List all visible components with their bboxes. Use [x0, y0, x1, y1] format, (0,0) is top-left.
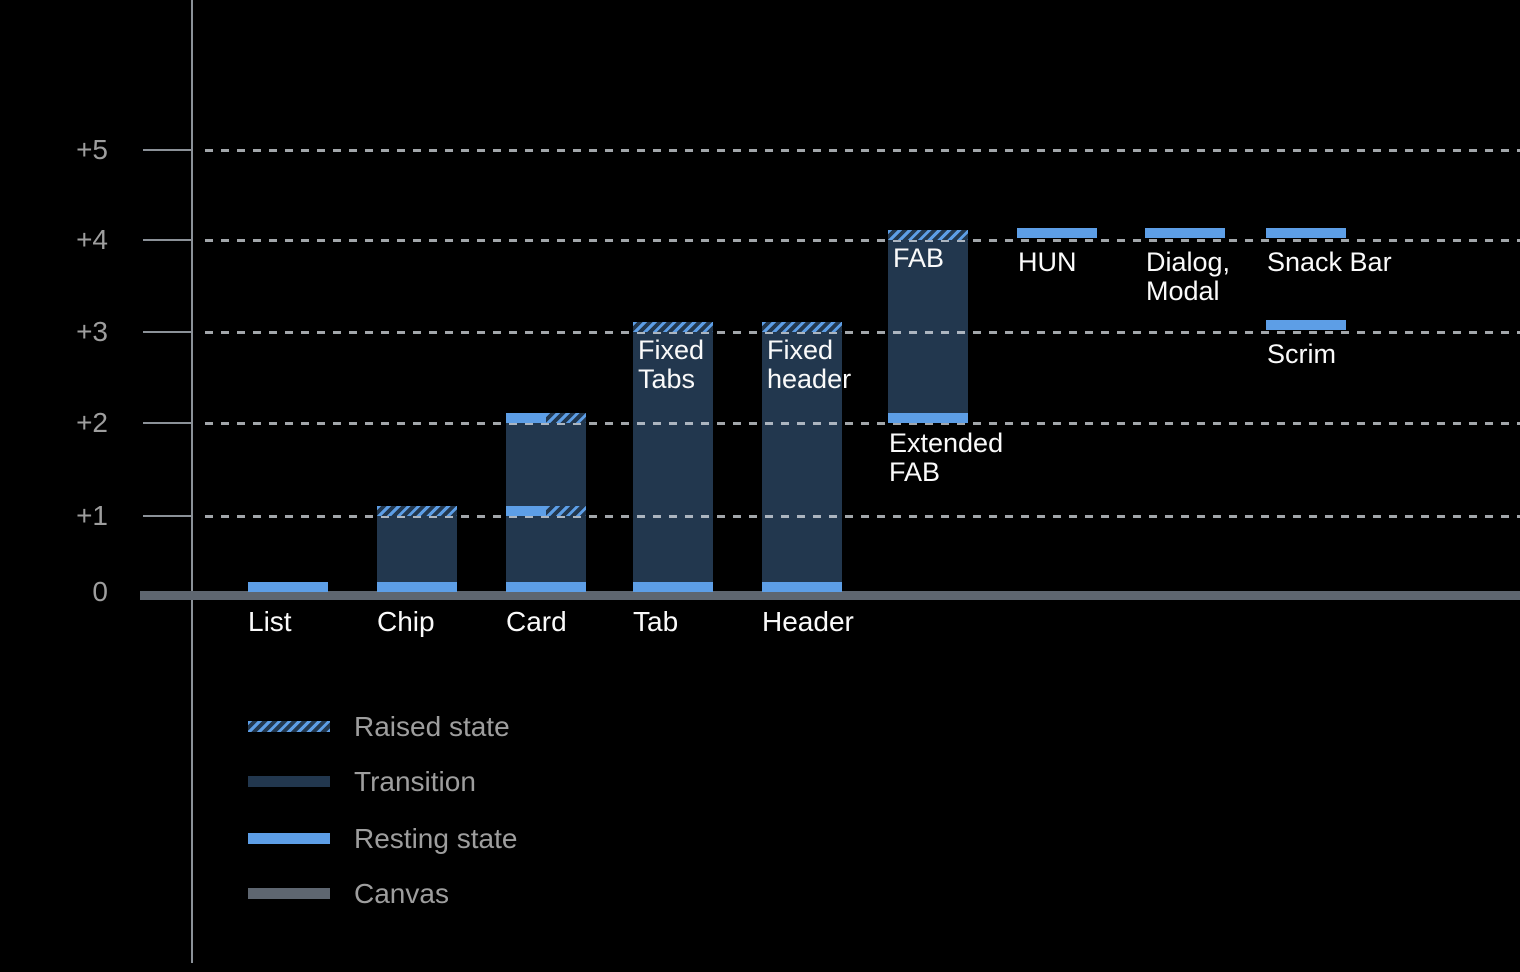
bar-segment-raised — [762, 322, 842, 332]
bar-below-label-line: FAB — [889, 457, 941, 487]
y-tick-+1 — [143, 515, 191, 517]
bar-segment-raised — [633, 322, 713, 332]
y-tick-+3 — [143, 331, 191, 333]
bar-segment-resting — [1266, 228, 1346, 238]
bar-below-label-dialog-modal: Dialog, Modal — [1146, 248, 1230, 306]
bar-below-label-line: Dialog, — [1146, 247, 1231, 277]
bar-inner-label-line: Fixed — [767, 335, 834, 365]
legend-swatch-canvas-icon — [248, 888, 330, 899]
canvas-baseline — [140, 591, 1520, 600]
bar-segment-transition — [377, 516, 457, 592]
axis-label-card: Card — [506, 606, 567, 637]
bar-segment-resting — [1017, 228, 1097, 238]
legend-label-resting: Resting state — [354, 823, 518, 854]
axis-label-tab: Tab — [633, 606, 679, 637]
legend-swatch-transition-icon — [248, 776, 330, 787]
bar-below-label-snack-bar: Snack Bar — [1267, 248, 1392, 277]
bar-segment-resting — [506, 413, 546, 423]
bar-segment-resting — [762, 582, 842, 592]
bar-segment-resting — [888, 413, 968, 423]
legend-swatch-resting-icon — [248, 833, 330, 844]
gridline-+3 — [205, 331, 1520, 334]
bar-segment-resting — [506, 506, 546, 516]
bar-segment-resting — [248, 582, 328, 592]
bar-below-label-hun: HUN — [1018, 248, 1077, 277]
bar-below-label-line: Snack Bar — [1267, 247, 1392, 277]
bar-segment-resting — [1145, 228, 1225, 238]
bar-below-label-line: HUN — [1018, 247, 1077, 277]
y-tick-label-+2: +2 — [76, 407, 108, 438]
bar-inner-label-line: Fixed — [638, 335, 705, 365]
bar-inner-label-line: Tabs — [638, 364, 696, 394]
bar-below-label-line: Modal — [1146, 276, 1220, 306]
gridline-+1 — [205, 515, 1520, 518]
bar-below-label-scrim: Scrim — [1267, 340, 1336, 369]
bar-inner-label-line: FAB — [893, 243, 945, 273]
bar-segment-resting — [633, 582, 713, 592]
bar-inner-label-tab: Fixed Tabs — [638, 336, 704, 394]
bar-inner-label-line: header — [767, 364, 852, 394]
y-tick-label-0: 0 — [92, 576, 108, 607]
legend-label-canvas: Canvas — [354, 878, 449, 909]
bar-below-label-line: Extended — [889, 428, 1004, 458]
gridline-+5 — [205, 149, 1520, 152]
bar-segment-resting — [1266, 320, 1346, 330]
y-tick-+5 — [143, 149, 191, 151]
bar-segment-transition — [633, 332, 713, 592]
axis-label-list: List — [248, 606, 292, 637]
gridline-+4 — [205, 239, 1520, 242]
bar-segment-raised — [377, 506, 457, 516]
bar-below-label-line: Scrim — [1267, 339, 1336, 369]
y-tick-+4 — [143, 239, 191, 241]
bar-segment-raised — [546, 413, 586, 423]
bar-below-label-extended-fab: Extended FAB — [889, 429, 1003, 487]
bar-segment-resting — [377, 582, 457, 592]
legend-swatch-raised-icon — [248, 721, 330, 732]
bar-segment-raised — [888, 230, 968, 240]
legend-label-transition: Transition — [354, 766, 476, 797]
y-axis-line — [191, 0, 193, 963]
y-tick-+2 — [143, 422, 191, 424]
bar-segment-raised — [546, 506, 586, 516]
bar-segment-transition — [762, 332, 842, 592]
axis-label-header: Header — [762, 606, 854, 637]
y-tick-label-+1: +1 — [76, 500, 108, 531]
bar-segment-resting — [506, 582, 586, 592]
y-tick-label-+4: +4 — [76, 224, 108, 255]
bar-inner-label-header: Fixed header — [767, 336, 851, 394]
y-tick-label-+3: +3 — [76, 316, 108, 347]
bar-inner-label-extended-fab: FAB — [893, 244, 944, 273]
legend-label-raised: Raised state — [354, 711, 510, 742]
y-tick-label-+5: +5 — [76, 134, 108, 165]
axis-label-chip: Chip — [377, 606, 435, 637]
gridline-+2 — [205, 422, 1520, 425]
